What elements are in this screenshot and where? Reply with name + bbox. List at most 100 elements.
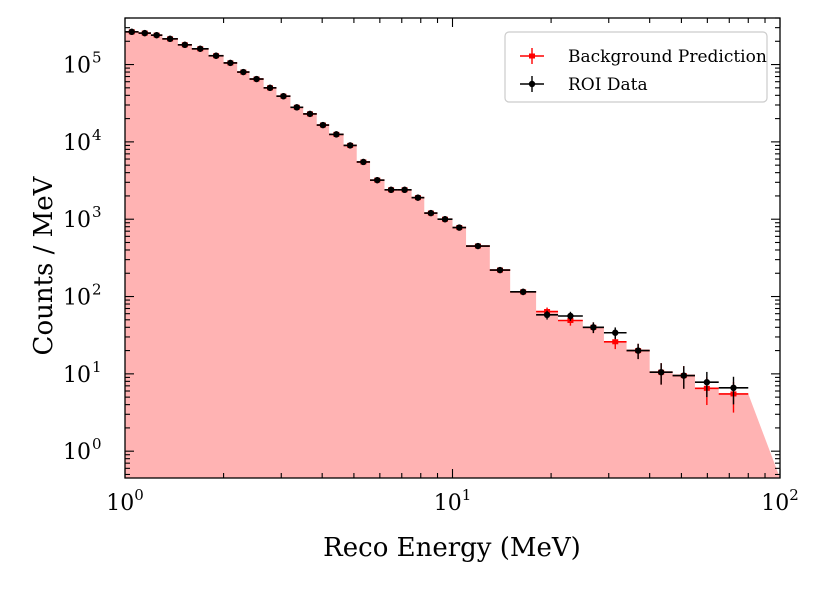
roi-point <box>290 104 304 111</box>
roi-marker <box>141 29 148 37</box>
y-tick-exponent: 2 <box>92 281 102 299</box>
roi-point <box>411 194 425 201</box>
roi-point <box>397 186 412 194</box>
roi-marker <box>703 379 711 386</box>
roi-marker <box>346 142 354 149</box>
y-axis-title: Counts / MeV <box>29 175 59 355</box>
x-tick-exponent: 1 <box>462 486 472 504</box>
roi-point <box>424 209 438 217</box>
roi-marker <box>590 324 597 331</box>
roi-marker <box>414 194 422 201</box>
roi-marker <box>441 216 449 223</box>
y-tick-exponent: 0 <box>92 435 102 453</box>
roi-point <box>603 327 627 340</box>
y-tick-base: 10 <box>63 286 91 311</box>
y-tick-base: 10 <box>63 440 91 465</box>
roi-marker <box>496 266 504 274</box>
roi-marker <box>456 224 463 231</box>
x-tick-base: 10 <box>434 491 462 516</box>
y-tick-exponent: 4 <box>92 126 102 144</box>
y-tick-label: 10 <box>63 54 91 79</box>
roi-point <box>466 242 490 250</box>
roi-marker <box>730 384 737 392</box>
roi-point <box>249 75 264 83</box>
y-tick-exponent: 5 <box>92 49 102 67</box>
roi-marker <box>427 209 435 217</box>
roi-point <box>316 121 330 129</box>
legend-marker <box>528 80 536 88</box>
x-tick-label: 102 <box>761 486 799 516</box>
roi-point <box>452 224 467 231</box>
roi-point <box>384 186 398 194</box>
y-tick-base: 10 <box>63 208 91 233</box>
roi-marker <box>153 31 160 39</box>
roi-marker <box>680 372 687 379</box>
roi-marker <box>567 312 574 320</box>
roi-marker <box>387 186 395 194</box>
roi-marker <box>240 68 247 76</box>
legend-entry: ROI Data <box>520 75 648 95</box>
y-tick-label: 10 <box>63 208 91 233</box>
roi-point <box>672 366 695 389</box>
roi-point <box>177 41 192 49</box>
roi-point <box>223 59 238 67</box>
x-tick-base: 10 <box>761 491 789 516</box>
roi-marker <box>319 121 327 129</box>
x-tick-base: 10 <box>106 491 134 516</box>
roi-marker <box>293 104 301 111</box>
roi-point <box>649 363 673 385</box>
legend: Background Prediction ROI Data <box>504 31 768 103</box>
legend-label: ROI Data <box>568 75 648 95</box>
y-tick-base: 10 <box>63 363 91 388</box>
legend-box <box>504 31 768 103</box>
roi-marker <box>360 158 367 166</box>
roi-marker <box>197 45 204 52</box>
background-prediction-fill <box>125 31 780 478</box>
roi-marker <box>657 369 665 376</box>
roi-point <box>263 84 277 92</box>
legend-marker <box>529 53 535 59</box>
plot-content <box>125 28 780 478</box>
roi-point <box>329 131 344 138</box>
legend-entry: Background Prediction <box>520 47 767 67</box>
roi-point <box>489 266 511 274</box>
roi-marker <box>128 28 135 36</box>
background-marker <box>612 339 619 345</box>
roi-marker <box>333 131 340 138</box>
x-axis-title: Reco Energy (MeV) <box>323 533 581 563</box>
roi-point <box>437 216 453 223</box>
roi-marker <box>401 186 408 194</box>
roi-marker <box>266 84 274 92</box>
roi-point <box>191 45 209 52</box>
roi-point <box>343 142 357 149</box>
roi-point <box>162 35 178 43</box>
y-tick-label: 10 <box>63 131 91 156</box>
roi-marker <box>519 288 527 296</box>
roi-point <box>718 376 749 405</box>
roi-point <box>536 310 559 320</box>
roi-marker <box>306 110 314 118</box>
roi-point <box>276 92 291 100</box>
roi-point <box>356 158 371 166</box>
roi-point <box>138 29 151 37</box>
roi-point <box>237 68 250 76</box>
roi-marker <box>634 347 642 354</box>
legend-label: Background Prediction <box>568 47 767 67</box>
y-tick-label: 10 <box>63 286 91 311</box>
roi-point <box>626 343 650 360</box>
roi-point <box>125 28 139 36</box>
roi-marker <box>227 59 234 67</box>
roi-point <box>582 322 604 334</box>
roi-point <box>303 110 317 118</box>
roi-point <box>510 288 537 296</box>
x-tick-label: 101 <box>434 486 472 516</box>
y-tick-exponent: 3 <box>92 203 102 221</box>
y-tick-base: 10 <box>63 131 91 156</box>
roi-marker <box>181 41 189 49</box>
roi-marker <box>374 176 381 184</box>
x-tick-label: 100 <box>106 486 144 516</box>
roi-point <box>208 52 224 59</box>
roi-marker <box>212 52 220 59</box>
x-tick-exponent: 2 <box>789 486 799 504</box>
